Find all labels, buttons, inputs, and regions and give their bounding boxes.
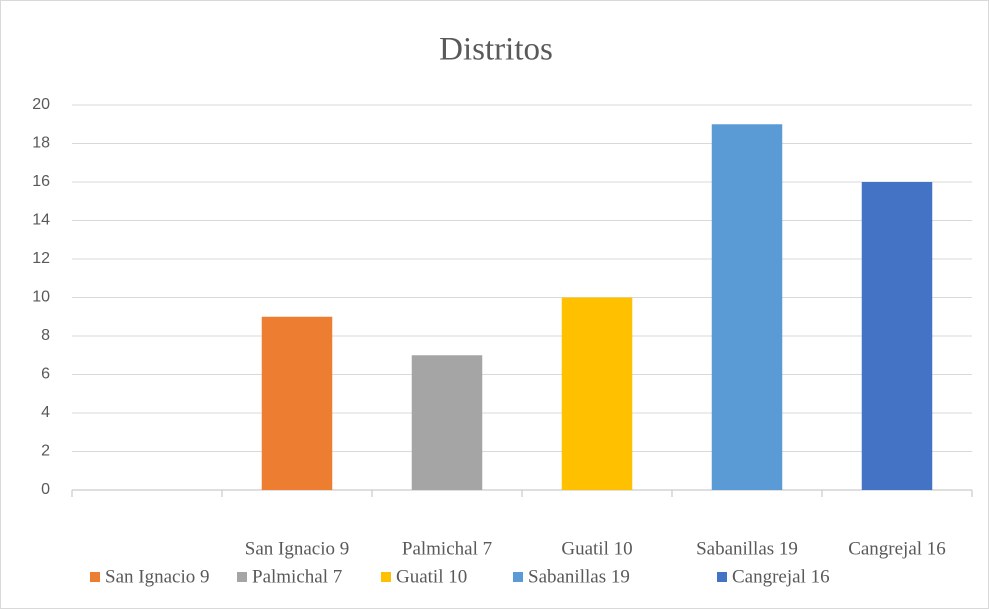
- legend-label: Guatil 10: [396, 566, 467, 587]
- x-tick-label: Guatil 10: [561, 538, 632, 559]
- bar: [411, 355, 483, 490]
- legend-marker: [717, 572, 727, 582]
- y-tick-label: 6: [41, 366, 50, 383]
- y-tick-label: 12: [32, 250, 50, 267]
- y-tick-label: 4: [41, 404, 50, 421]
- y-tick-label: 20: [32, 96, 50, 113]
- bar: [561, 297, 633, 490]
- x-tick-label: Sabanillas 19: [696, 538, 798, 559]
- bar: [261, 316, 333, 490]
- legend-marker: [381, 572, 391, 582]
- y-tick-label: 8: [41, 327, 50, 344]
- y-tick-label: 2: [41, 443, 50, 460]
- y-tick-label: 16: [32, 173, 50, 190]
- x-tick-label: San Ignacio 9: [245, 538, 349, 559]
- legend-label: Palmichal 7: [252, 566, 342, 587]
- legend-label: San Ignacio 9: [105, 566, 209, 587]
- y-tick-label: 10: [32, 289, 50, 306]
- y-tick-label: 14: [32, 212, 50, 229]
- legend-marker: [90, 572, 100, 582]
- legend-marker: [237, 572, 247, 582]
- x-tick-label: Cangrejal 16: [848, 538, 946, 559]
- x-tick-label: Palmichal 7: [402, 538, 492, 559]
- y-tick-label: 0: [41, 481, 50, 498]
- chart-title: Distritos: [439, 32, 553, 68]
- legend-marker: [513, 572, 523, 582]
- legend-label: Cangrejal 16: [732, 566, 830, 587]
- bar: [861, 182, 933, 490]
- y-tick-label: 18: [32, 135, 50, 152]
- bar: [711, 124, 783, 490]
- legend-label: Sabanillas 19: [528, 566, 630, 587]
